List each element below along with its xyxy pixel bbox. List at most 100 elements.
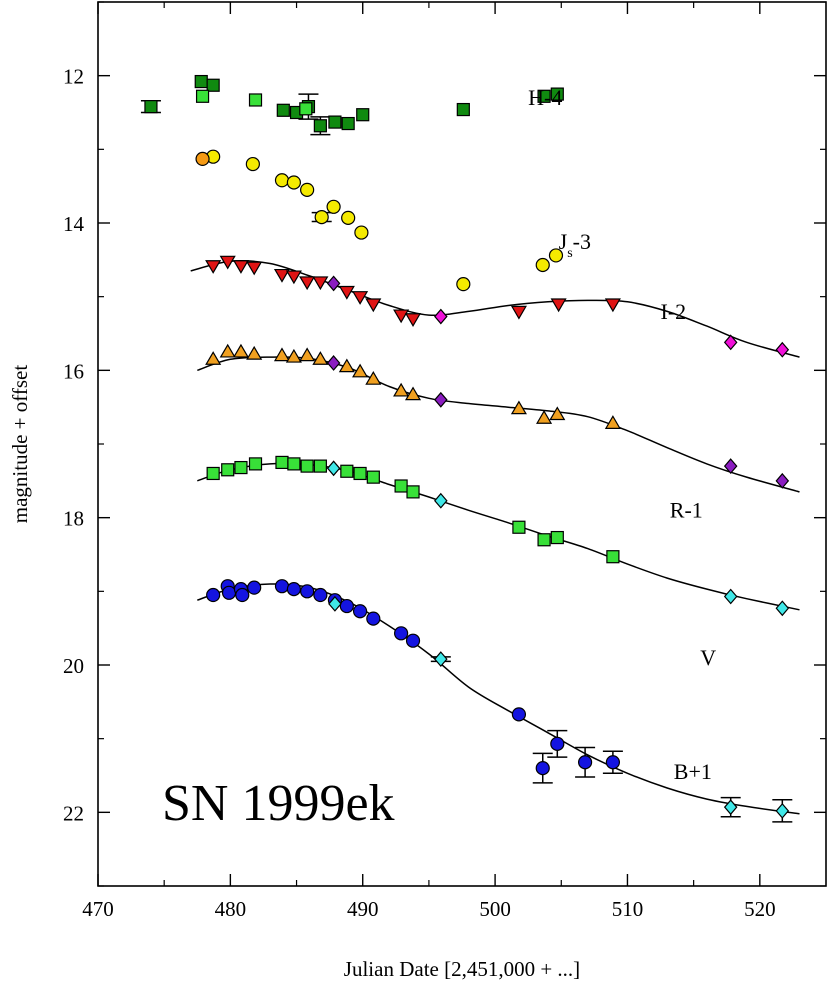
band-label-v: V (700, 645, 716, 670)
point-r-1 (221, 463, 235, 477)
point-h-4-light (299, 102, 313, 116)
point-v (577, 755, 593, 770)
point-js-3 (341, 210, 356, 225)
point-js-3 (274, 173, 290, 188)
point-js-3 (354, 225, 369, 240)
point-h-4 (550, 87, 564, 101)
point-h-4 (144, 100, 158, 114)
point-h-4 (341, 116, 355, 131)
point-h-4 (194, 74, 208, 89)
point-r-1 (512, 520, 526, 534)
x-tick-label: 480 (215, 897, 247, 921)
point-i-2-diamond (723, 334, 738, 351)
x-axis-title: Julian Date [2,451,000 + ...] (344, 957, 580, 981)
point-r-1 (606, 550, 620, 564)
point-v-diamond (723, 799, 738, 816)
point-i-2 (312, 276, 329, 291)
point-rc (219, 343, 236, 358)
band-label-r-1: R-1 (670, 498, 703, 523)
point-v (313, 587, 328, 603)
y-tick-label: 12 (63, 65, 84, 89)
point-v (300, 584, 315, 599)
point-r-1 (550, 530, 564, 545)
band-label-h-4: H-4 (528, 85, 562, 110)
point-r-1 (313, 459, 327, 473)
y-tick-label: 20 (63, 654, 84, 678)
point-i-2 (338, 285, 355, 300)
axis-ticks: 470 480 490 500 510 520 12 14 16 18 20 22 (63, 1, 826, 921)
error-bars (140, 93, 793, 823)
point-js-3-alt (195, 151, 210, 167)
point-v (235, 587, 250, 603)
point-rc (404, 386, 422, 401)
y-tick-label: 22 (63, 801, 84, 825)
point-r-1 (275, 455, 289, 470)
fit-curve-rc (197, 356, 800, 493)
point-i-2 (299, 276, 316, 291)
point-i-2 (273, 268, 291, 283)
point-rc-diamond (775, 472, 790, 489)
point-r-1 (353, 466, 367, 481)
point-r-1 (406, 485, 420, 499)
point-r-1 (206, 466, 220, 481)
band-label-i-2: I-2 (661, 299, 687, 324)
point-i-2 (393, 309, 410, 324)
x-tick-label: 470 (82, 897, 114, 921)
point-rc (285, 348, 302, 363)
point-r-1-diamond (326, 460, 341, 477)
point-r-1 (248, 457, 263, 471)
point-v (339, 598, 354, 614)
point-rc-diamond (723, 458, 738, 475)
point-h-4-light (248, 93, 263, 107)
point-r-1 (537, 533, 551, 547)
point-v-diamond (328, 595, 342, 612)
point-v (605, 755, 620, 770)
band-labels: H-4 Js-3 I-2 R-1 V B+1 (528, 85, 716, 784)
point-rc-diamond (434, 391, 448, 408)
x-tick-label: 500 (479, 897, 511, 921)
x-tick-label: 510 (612, 897, 644, 921)
point-v (405, 633, 421, 648)
point-h-4 (206, 78, 220, 92)
point-rc (604, 415, 621, 429)
point-js-3 (300, 182, 315, 197)
y-tick-label: 16 (63, 359, 84, 383)
point-r-1 (234, 460, 248, 475)
point-v (511, 707, 527, 722)
band-label-js-3: Js-3 (559, 229, 591, 261)
point-v (394, 626, 409, 641)
point-v (366, 611, 381, 626)
point-rc (352, 363, 369, 378)
point-rc (299, 347, 316, 362)
point-v (274, 579, 290, 594)
point-r-1 (340, 464, 354, 478)
x-tick-label: 520 (744, 897, 776, 921)
point-v (221, 585, 237, 600)
point-v (550, 736, 565, 751)
plot-frame (97, 1, 827, 887)
point-r-1 (394, 479, 408, 493)
y-axis-title: magnitude + offset (8, 365, 32, 524)
point-rc (273, 347, 291, 362)
point-v (247, 580, 262, 595)
point-rc (536, 410, 553, 424)
point-h-4 (456, 102, 470, 117)
point-i-2 (550, 298, 567, 313)
point-js-3 (548, 248, 564, 263)
fit-curves (190, 260, 800, 815)
point-i-2 (246, 261, 263, 276)
point-i-2 (219, 255, 236, 270)
point-rc-diamond (326, 355, 341, 371)
point-v-diamond (434, 651, 448, 668)
point-rc (232, 343, 249, 358)
point-i-2 (205, 260, 222, 274)
point-r-1 (287, 457, 301, 471)
point-r-1 (366, 470, 380, 484)
point-rc (205, 351, 222, 365)
x-tick-label: 490 (347, 897, 379, 921)
point-v (352, 604, 368, 619)
point-r-1-diamond (434, 492, 448, 509)
point-i-2-diamond (326, 275, 341, 292)
point-r-1-diamond (775, 600, 790, 617)
